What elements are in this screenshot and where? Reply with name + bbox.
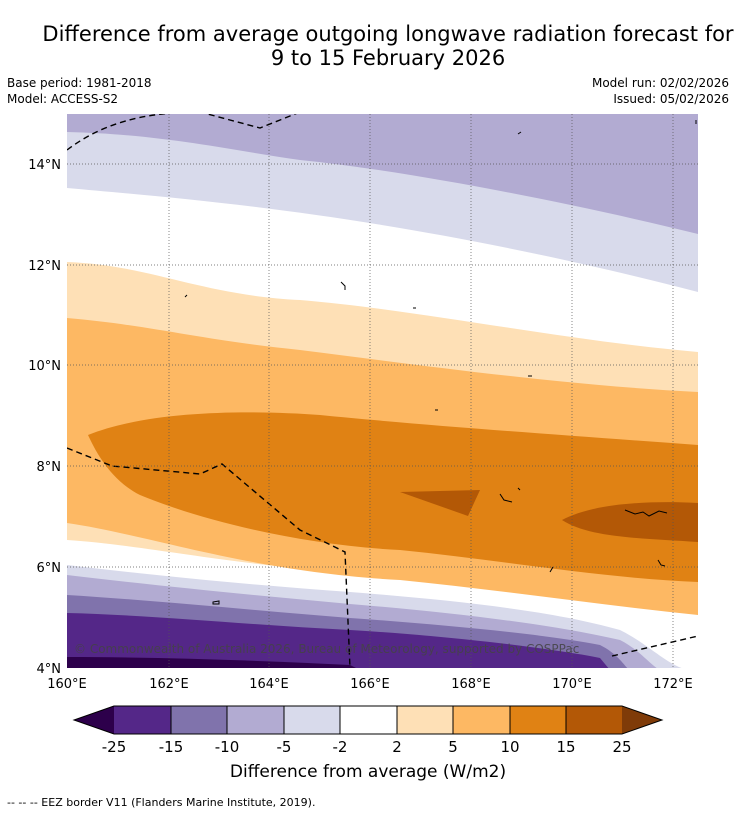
lon-label-172e: 172°E <box>653 677 693 692</box>
band-10-to-15 <box>88 412 698 582</box>
meta-left: Base period: 1981-2018 Model: ACCESS-S2 <box>7 75 152 107</box>
lat-label-8n: 8°N <box>37 460 62 475</box>
lon-label-164e: 164°E <box>249 677 289 692</box>
colorbar-swatch <box>114 706 171 734</box>
title-line-1: Difference from average outgoing longwav… <box>42 22 734 46</box>
colorbar-swatch <box>284 706 340 734</box>
colorbar-tick: 25 <box>612 738 631 756</box>
eez-border-north <box>67 114 297 151</box>
meta-right: Model run: 02/02/2026 Issued: 05/02/2026 <box>592 75 729 107</box>
lon-label-162e: 162°E <box>149 677 189 692</box>
issued-date: Issued: 05/02/2026 <box>613 92 729 106</box>
colorbar-arrow-min <box>74 706 114 734</box>
longitude-labels: 160°E 162°E 164°E 166°E 168°E 170°E 172°… <box>47 677 693 692</box>
colorbar-tick: 15 <box>556 738 575 756</box>
model-name: Model: ACCESS-S2 <box>7 92 119 106</box>
colorbar: -25 -15 -10 -5 -2 2 5 10 15 25 <box>72 705 664 756</box>
colorbar-ticks: -25 -15 -10 -5 -2 2 5 10 15 25 <box>102 738 632 756</box>
colorbar-tick: -15 <box>159 738 184 756</box>
lat-label-4n: 4°N <box>37 662 62 677</box>
lat-label-10n: 10°N <box>28 359 61 374</box>
colorbar-title: Difference from average (W/m2) <box>229 762 507 782</box>
graticule <box>67 114 698 668</box>
colorbar-arrow-max <box>622 706 662 734</box>
colorbar-swatch <box>227 706 284 734</box>
band-neg10-to-neg5-north <box>67 114 698 234</box>
eez-border-southeast <box>611 635 698 657</box>
eez-border-marshall-islands <box>67 447 351 668</box>
anomaly-field: © Commonwealth of Australia 2026, Bureau… <box>67 114 698 668</box>
lat-label-12n: 12°N <box>28 259 61 274</box>
base-period: Base period: 1981-2018 <box>7 76 152 90</box>
lon-label-168e: 168°E <box>451 677 491 692</box>
atolls <box>184 120 697 605</box>
colorbar-swatch <box>510 706 566 734</box>
colorbar-tick: 10 <box>500 738 519 756</box>
core-15-to-25-west <box>400 490 480 516</box>
lon-label-160e: 160°E <box>47 677 87 692</box>
lon-label-170e: 170°E <box>552 677 592 692</box>
colorbar-dividers <box>170 706 567 734</box>
lon-label-166e: 166°E <box>350 677 390 692</box>
model-run: Model run: 02/02/2026 <box>591 76 729 90</box>
band-below-neg25 <box>67 657 356 668</box>
copyright-notice: © Commonwealth of Australia 2026, Bureau… <box>74 642 579 656</box>
colorbar-swatch <box>397 706 453 734</box>
colorbar-tick: -25 <box>102 738 127 756</box>
colorbar-tick: -10 <box>215 738 240 756</box>
lat-label-6n: 6°N <box>37 561 62 576</box>
colorbar-tick: -2 <box>333 738 348 756</box>
lat-label-14n: 14°N <box>28 158 61 173</box>
title-line-2: 9 to 15 February 2026 <box>270 46 506 70</box>
colorbar-swatch <box>453 706 510 734</box>
colorbar-tick: 5 <box>448 738 458 756</box>
colorbar-swatch <box>171 706 227 734</box>
colorbar-tick: -5 <box>277 738 292 756</box>
map-title: Difference from average outgoing longwav… <box>20 22 736 70</box>
band-neg25-to-neg15 <box>67 613 609 668</box>
colorbar-outline <box>72 705 664 735</box>
latitude-labels: 14°N 12°N 10°N 8°N 6°N 4°N <box>28 158 61 677</box>
colorbar-tick: 2 <box>392 738 402 756</box>
eez-footnote: -- -- -- EEZ border V11 (Flanders Marine… <box>7 796 316 809</box>
colorbar-swatch <box>566 706 622 734</box>
colorbar-swatch <box>340 706 397 734</box>
